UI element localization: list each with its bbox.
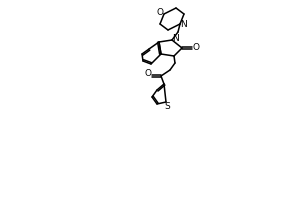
Text: S: S: [164, 102, 170, 111]
Text: O: O: [145, 70, 152, 78]
Text: N: N: [180, 20, 187, 29]
Text: O: O: [192, 44, 199, 52]
Text: N: N: [172, 34, 179, 43]
Text: O: O: [156, 8, 163, 17]
